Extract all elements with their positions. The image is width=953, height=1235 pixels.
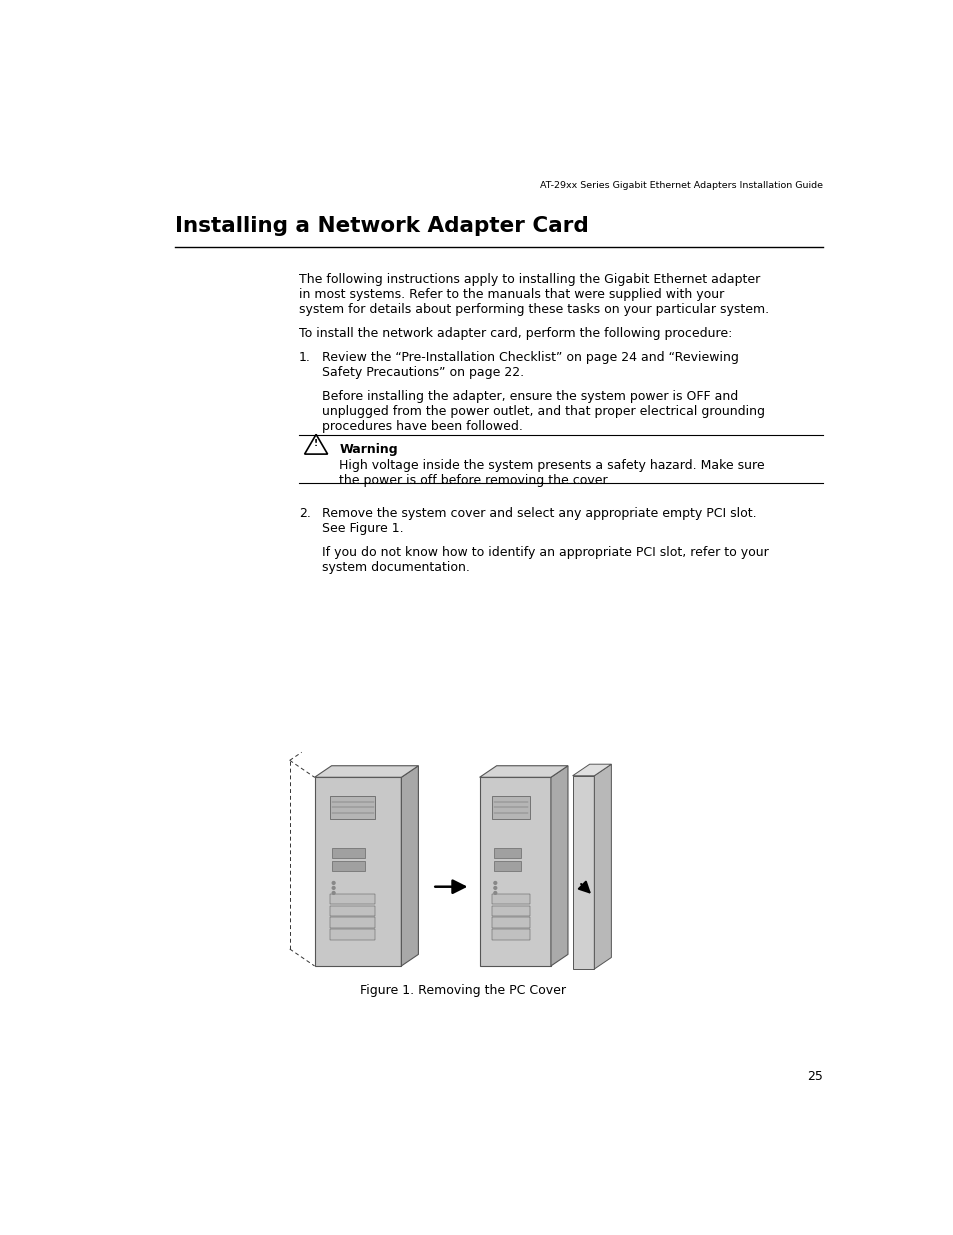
Text: Figure 1. Removing the PC Cover: Figure 1. Removing the PC Cover: [359, 983, 565, 997]
Circle shape: [332, 892, 335, 894]
Circle shape: [332, 882, 335, 884]
Text: If you do not know how to identify an appropriate PCI slot, refer to your: If you do not know how to identify an ap…: [322, 546, 768, 559]
Polygon shape: [550, 766, 567, 966]
Text: system for details about performing these tasks on your particular system.: system for details about performing thes…: [298, 303, 768, 316]
Text: Review the “Pre-Installation Checklist” on page 24 and “Reviewing: Review the “Pre-Installation Checklist” …: [322, 351, 739, 364]
Text: procedures have been followed.: procedures have been followed.: [322, 420, 522, 433]
Polygon shape: [494, 861, 520, 871]
Polygon shape: [314, 777, 401, 966]
Text: Warning: Warning: [339, 442, 397, 456]
Polygon shape: [494, 848, 520, 858]
Text: 25: 25: [806, 1070, 822, 1083]
Text: unplugged from the power outlet, and that proper electrical grounding: unplugged from the power outlet, and tha…: [322, 405, 764, 419]
Polygon shape: [594, 764, 611, 969]
Polygon shape: [492, 797, 529, 819]
Text: See Figure 1.: See Figure 1.: [322, 522, 403, 535]
Text: AT-29xx Series Gigabit Ethernet Adapters Installation Guide: AT-29xx Series Gigabit Ethernet Adapters…: [539, 180, 822, 189]
Text: in most systems. Refer to the manuals that were supplied with your: in most systems. Refer to the manuals th…: [298, 288, 723, 301]
Circle shape: [494, 882, 497, 884]
Text: the power is off before removing the cover.: the power is off before removing the cov…: [339, 474, 610, 487]
Polygon shape: [332, 848, 364, 858]
Text: The following instructions apply to installing the Gigabit Ethernet adapter: The following instructions apply to inst…: [298, 273, 760, 287]
Polygon shape: [330, 929, 375, 940]
Polygon shape: [332, 861, 364, 871]
Text: Safety Precautions” on page 22.: Safety Precautions” on page 22.: [322, 366, 524, 379]
Polygon shape: [572, 764, 611, 776]
Circle shape: [332, 887, 335, 889]
Text: system documentation.: system documentation.: [322, 561, 470, 574]
Polygon shape: [492, 894, 529, 904]
Text: Remove the system cover and select any appropriate empty PCI slot.: Remove the system cover and select any a…: [322, 508, 756, 520]
Text: !: !: [314, 440, 318, 448]
Polygon shape: [479, 777, 550, 966]
Polygon shape: [314, 766, 418, 777]
Circle shape: [494, 892, 497, 894]
Polygon shape: [572, 776, 594, 969]
Polygon shape: [492, 905, 529, 916]
Text: 1.: 1.: [298, 351, 311, 364]
Polygon shape: [479, 766, 567, 777]
Text: High voltage inside the system presents a safety hazard. Make sure: High voltage inside the system presents …: [339, 459, 764, 472]
Polygon shape: [492, 929, 529, 940]
Polygon shape: [330, 894, 375, 904]
Text: To install the network adapter card, perform the following procedure:: To install the network adapter card, per…: [298, 327, 732, 340]
Text: 2.: 2.: [298, 508, 311, 520]
Text: Installing a Network Adapter Card: Installing a Network Adapter Card: [174, 216, 588, 236]
Polygon shape: [330, 797, 375, 819]
Polygon shape: [492, 918, 529, 927]
Circle shape: [494, 887, 497, 889]
Text: Before installing the adapter, ensure the system power is OFF and: Before installing the adapter, ensure th…: [322, 390, 738, 403]
Polygon shape: [330, 905, 375, 916]
Polygon shape: [330, 918, 375, 927]
Polygon shape: [401, 766, 418, 966]
